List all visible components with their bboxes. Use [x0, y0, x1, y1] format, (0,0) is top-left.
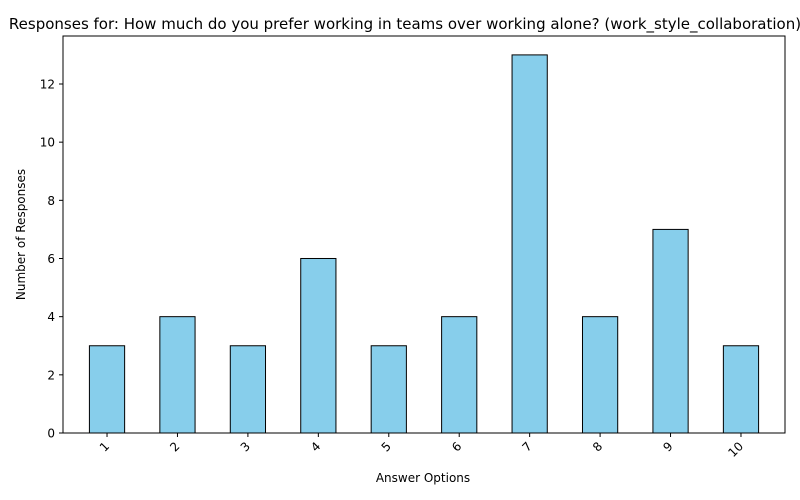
- x-tick-label: 1: [97, 439, 112, 454]
- y-tick-label: 4: [47, 310, 55, 324]
- bar-6: [441, 316, 478, 434]
- bar-3: [229, 345, 267, 434]
- bar-9: [652, 228, 689, 434]
- bar-7: [511, 54, 548, 434]
- plot-frame: [62, 35, 786, 434]
- y-tick-label: 8: [47, 194, 55, 208]
- bar-5: [370, 345, 407, 434]
- bars: [88, 54, 760, 434]
- x-tick-label: 10: [725, 439, 746, 460]
- y-axis-label: Number of Responses: [14, 169, 28, 300]
- x-tick-label: 8: [590, 439, 605, 454]
- bar-8: [581, 316, 619, 434]
- bar-2: [159, 316, 196, 434]
- x-tick-label: 5: [379, 439, 394, 454]
- x-tick-label: 3: [238, 439, 253, 454]
- x-tick-label: 9: [660, 439, 675, 454]
- y-tick-label: 12: [40, 77, 55, 91]
- chart-title: Responses for: How much do you prefer wo…: [9, 15, 800, 34]
- x-tick-label: 4: [308, 439, 323, 454]
- bar-1: [88, 345, 126, 434]
- y-tick-label: 6: [47, 252, 55, 266]
- bar-10: [722, 345, 760, 434]
- x-tick-label: 6: [449, 439, 464, 454]
- y-tick-label: 10: [40, 136, 55, 150]
- bar-4: [300, 257, 337, 434]
- y-tick-label: 2: [47, 368, 55, 382]
- x-tick-label: 7: [519, 439, 534, 454]
- x-axis-label: Answer Options: [376, 471, 470, 485]
- x-tick-label: 2: [167, 439, 182, 454]
- y-tick-label: 0: [47, 427, 55, 441]
